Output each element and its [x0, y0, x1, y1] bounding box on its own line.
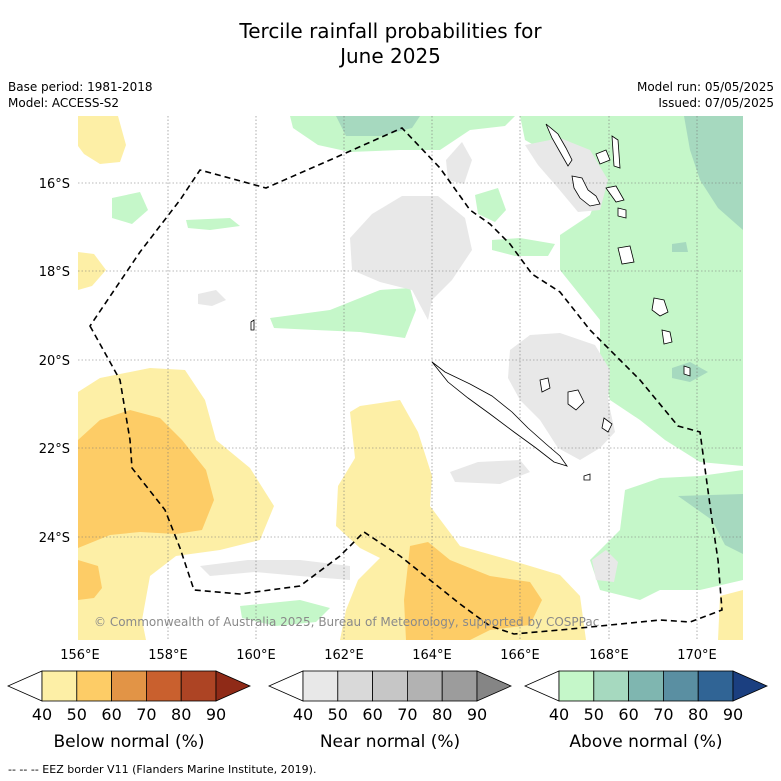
- colorbar-cell: [302, 670, 339, 702]
- colorbar-extend-low: [7, 670, 43, 702]
- colorbar-near-normal: 40 50 60 70 80 90 Near normal (%): [268, 670, 512, 752]
- lat-label-22s: 22°S: [39, 442, 70, 457]
- colorbar-extend-low: [268, 670, 304, 702]
- eez-border: [89, 127, 723, 635]
- colorbar-tick-label: 80: [688, 705, 708, 724]
- below-normal-regions: [78, 116, 743, 640]
- colorbar-tick-label: 40: [293, 705, 313, 724]
- colorbar-tick-label: 60: [101, 705, 121, 724]
- near-normal-regions: [198, 138, 618, 582]
- colorbar-cell: [145, 670, 182, 702]
- colorbar-cell: [76, 670, 113, 702]
- colorbar-tick-label: 80: [432, 705, 452, 724]
- land-outlines: [250, 123, 691, 481]
- new-caledonia-island: [431, 361, 568, 467]
- colorbar-tick-label: 70: [653, 705, 673, 724]
- colorbar-cell: [372, 670, 408, 702]
- colorbar-cell: [628, 670, 664, 702]
- lon-label-168e: 168°E: [589, 648, 629, 663]
- lat-label-18s: 18°S: [39, 265, 70, 280]
- colorbar-cell: [697, 670, 734, 702]
- colorbar-tick-label: 90: [467, 705, 487, 724]
- longitude-labels: 156°E 158°E 160°E 162°E 164°E 166°E 168°…: [60, 648, 717, 663]
- colorbar-tick-label: 50: [328, 705, 348, 724]
- colorbar-cell: [337, 670, 373, 702]
- colorbar-tick-label: 40: [549, 705, 569, 724]
- colorbar-title: Above normal (%): [569, 732, 722, 752]
- colorbar-tick-label: 90: [206, 705, 226, 724]
- lat-label-16s: 16°S: [39, 177, 70, 192]
- lat-label-20s: 20°S: [39, 354, 70, 369]
- colorbar-extend-high: [732, 670, 768, 702]
- colorbar-tick-label: 50: [67, 705, 87, 724]
- lon-label-160e: 160°E: [236, 648, 276, 663]
- latitude-labels: 16°S 18°S 20°S 22°S 24°S: [39, 177, 70, 546]
- above-normal-regions: [112, 116, 743, 626]
- colorbar-title: Near normal (%): [320, 732, 460, 752]
- colorbar-tick-label: 70: [397, 705, 417, 724]
- map-title-line-2: June 2025: [340, 44, 441, 68]
- lon-label-162e: 162°E: [324, 648, 364, 663]
- lat-label-24s: 24°S: [39, 531, 70, 546]
- colorbar-cell: [441, 670, 478, 702]
- copyright-text: © Commonwealth of Australia 2025, Bureau…: [94, 615, 599, 629]
- colorbar-tick-label: 50: [584, 705, 604, 724]
- colorbar-tick-label: 60: [362, 705, 382, 724]
- map-title-line-1: Tercile rainfall probabilities for: [239, 19, 542, 43]
- colorbar-extend-high: [215, 670, 251, 702]
- colorbar-cell: [111, 670, 147, 702]
- model-run: Model run: 05/05/2025: [636, 80, 774, 94]
- graticule: [78, 116, 743, 640]
- colorbar-cell: [406, 670, 443, 702]
- issued-date: Issued: 07/05/2025: [658, 96, 774, 110]
- colorbar-title: Below normal (%): [54, 732, 205, 752]
- colorbar-extend-low: [524, 670, 560, 702]
- colorbar-cell: [558, 670, 595, 702]
- colorbar-cell: [41, 670, 78, 702]
- lon-label-170e: 170°E: [677, 648, 717, 663]
- eez-footnote: -- -- -- EEZ border V11 (Flanders Marine…: [8, 763, 317, 776]
- colorbar-extend-high: [476, 670, 512, 702]
- colorbar-tick-label: 90: [723, 705, 743, 724]
- lon-label-156e: 156°E: [60, 648, 100, 663]
- map-plot-area: © Commonwealth of Australia 2025, Bureau…: [78, 116, 743, 640]
- lon-label-166e: 166°E: [500, 648, 540, 663]
- colorbar-tick-label: 40: [32, 705, 52, 724]
- colorbar-tick-label: 70: [136, 705, 156, 724]
- model-name: Model: ACCESS-S2: [8, 96, 120, 110]
- colorbar-tick-label: 60: [618, 705, 638, 724]
- lon-label-164e: 164°E: [412, 648, 452, 663]
- colorbar-tick-label: 80: [171, 705, 191, 724]
- base-period: Base period: 1981-2018: [8, 80, 153, 94]
- colorbar-cell: [180, 670, 217, 702]
- lon-label-158e: 158°E: [148, 648, 188, 663]
- colorbar-cell: [663, 670, 699, 702]
- colorbar-cell: [593, 670, 629, 702]
